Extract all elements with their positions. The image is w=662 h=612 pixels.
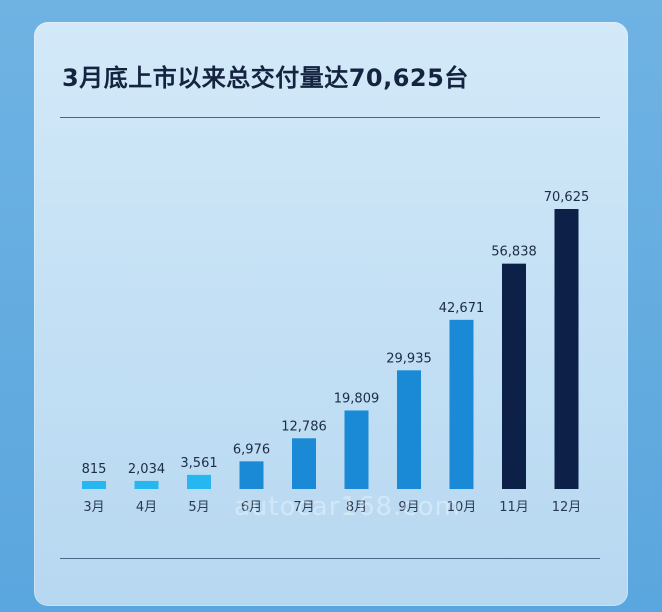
x-tick-label: 6月 xyxy=(241,500,262,515)
x-tick-label: 12月 xyxy=(552,500,582,515)
bar-5 xyxy=(292,438,316,489)
chart-card: 3月底上市以来总交付量达70,625台 815 3月 2,034 4月 3,561 5月 6… xyxy=(34,22,628,606)
bar-value-label: 29,935 xyxy=(386,351,432,366)
x-tick-label: 4月 xyxy=(136,500,157,515)
chart-title: 3月底上市以来总交付量达70,625台 xyxy=(62,64,469,92)
title-divider xyxy=(60,117,600,118)
bar-8 xyxy=(449,319,474,489)
bar-7 xyxy=(397,370,421,489)
bar-3 xyxy=(187,474,211,489)
bar-value-label: 70,625 xyxy=(544,190,590,205)
bar-value-label: 12,786 xyxy=(281,419,327,434)
bar-value-label: 2,034 xyxy=(128,462,165,477)
bar-4 xyxy=(239,461,264,489)
watermark-text: autocar168.com xyxy=(234,492,461,522)
bar-value-label: 56,838 xyxy=(491,245,537,260)
x-tick-label: 11月 xyxy=(499,500,529,515)
bar-value-label: 19,809 xyxy=(334,391,380,406)
bar-9 xyxy=(502,263,526,489)
x-tick-label: 9月 xyxy=(398,500,419,515)
x-tick-label: 7月 xyxy=(293,500,314,515)
bar-1 xyxy=(82,481,106,489)
bar-2 xyxy=(134,480,159,489)
bar-value-label: 815 xyxy=(82,462,107,477)
bottom-divider xyxy=(60,558,600,559)
bar-value-label: 42,671 xyxy=(439,301,485,316)
bar-chart: 815 3月 2,034 4月 3,561 5月 6,976 6月 12,786 7月 19,809… xyxy=(82,190,590,515)
x-tick-label: 3月 xyxy=(83,500,104,515)
bar-value-label: 3,561 xyxy=(180,456,217,471)
bar-value-label: 6,976 xyxy=(233,442,270,457)
bar-10 xyxy=(554,209,579,489)
x-tick-label: 10月 xyxy=(447,500,477,515)
bar-6 xyxy=(344,410,369,489)
x-tick-label: 5月 xyxy=(188,500,209,515)
x-tick-label: 8月 xyxy=(346,500,367,515)
